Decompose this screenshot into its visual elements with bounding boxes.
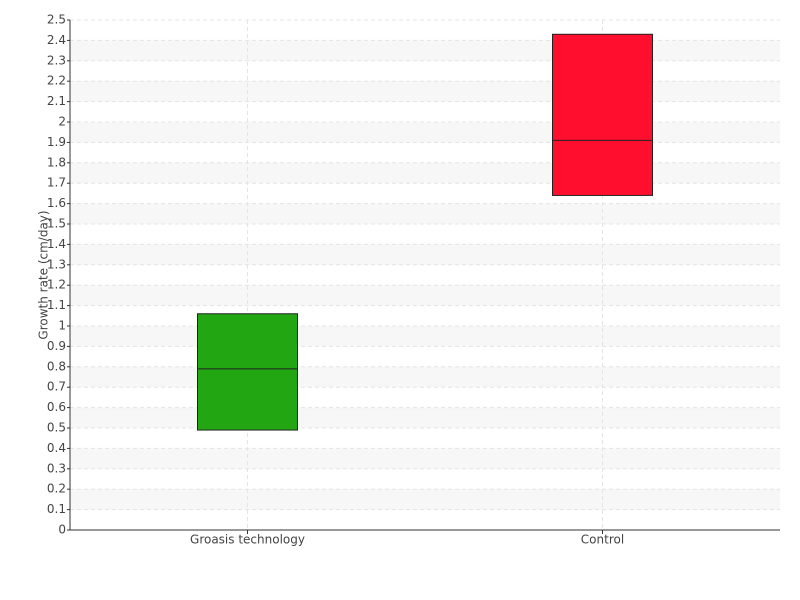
grid-band [70,81,780,102]
y-tick-label: 0.9 [47,339,66,353]
grid-band [70,244,780,265]
y-tick-label: 0.8 [47,359,66,373]
y-tick-label: 0.6 [47,400,66,414]
grid-band [70,162,780,184]
grid-band [70,285,780,306]
y-tick-label: 0 [58,523,66,537]
y-tick-label: 2.1 [47,94,66,108]
grid-band [70,40,780,61]
y-tick-label: 0.5 [47,421,66,435]
y-tick-label: 1.4 [47,237,66,251]
y-tick-label: 1.1 [47,298,66,312]
y-tick-label: 1.6 [47,196,66,210]
y-tick-label: 1.3 [47,257,66,271]
y-tick-label: 1.5 [47,217,66,231]
grid-band [70,366,780,388]
y-tick-label: 0.2 [47,482,66,496]
y-tick-label: 1.7 [47,176,66,190]
y-tick-label: 2.5 [47,13,66,27]
box [552,33,653,196]
y-tick-label: 2.3 [47,53,66,67]
y-axis-label: Growth rate (cm/day) [37,210,51,339]
y-tick-label: 2 [58,115,66,129]
grid-band [70,326,780,347]
grid-band [70,203,780,224]
y-tick-label: 2.2 [47,74,66,88]
y-tick-label: 1.8 [47,155,66,169]
box [197,313,298,431]
y-tick-label: 0.1 [47,502,66,516]
y-tick-label: 1.9 [47,135,66,149]
y-tick-label: 2.4 [47,33,66,47]
y-tick-label: 0.3 [47,461,66,475]
grid-band [70,489,780,510]
x-tick-label: Groasis technology [190,533,305,547]
grid-band [70,448,780,469]
grid-band [70,122,780,143]
y-tick-label: 0.4 [47,441,66,455]
y-tick-label: 1 [58,319,66,333]
y-tick-label: 0.7 [47,380,66,394]
grid-band [70,407,780,428]
y-tick-label: 1.2 [47,278,66,292]
x-tick-label: Control [581,533,624,547]
